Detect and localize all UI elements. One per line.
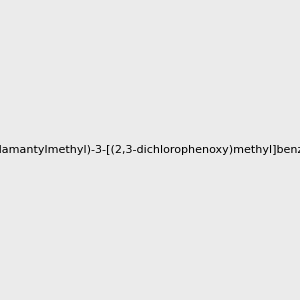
- Text: N-(1-adamantylmethyl)-3-[(2,3-dichlorophenoxy)methyl]benzamide: N-(1-adamantylmethyl)-3-[(2,3-dichloroph…: [0, 145, 300, 155]
